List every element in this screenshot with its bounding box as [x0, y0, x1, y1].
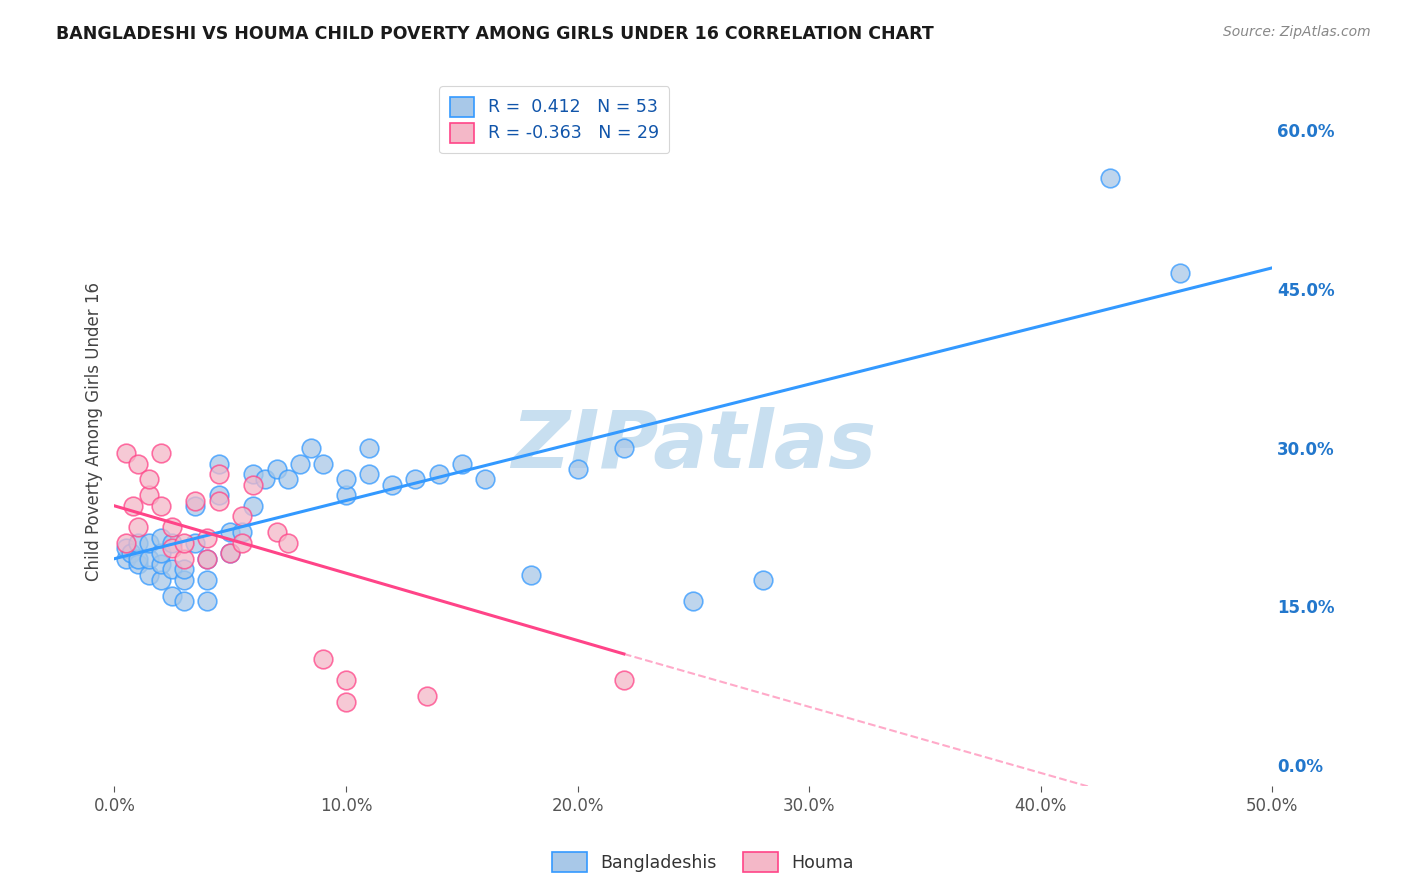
Point: [127, 457, 149, 471]
Y-axis label: Child Poverty Among Girls Under 16: Child Poverty Among Girls Under 16: [86, 282, 103, 582]
Point: [427, 467, 450, 482]
Point: [195, 531, 218, 545]
Point: [149, 499, 172, 513]
Point: [173, 594, 195, 608]
Point: [474, 472, 496, 486]
Point: [115, 446, 138, 460]
Point: [404, 472, 426, 486]
Point: [207, 467, 229, 482]
Point: [162, 541, 184, 556]
Point: [335, 673, 357, 688]
Point: [266, 525, 288, 540]
Legend: Bangladeshis, Houma: Bangladeshis, Houma: [546, 845, 860, 879]
Point: [122, 499, 145, 513]
Point: [381, 477, 404, 491]
Point: [242, 499, 264, 513]
Point: [149, 557, 172, 571]
Point: [231, 525, 253, 540]
Point: [207, 488, 229, 502]
Point: [115, 551, 138, 566]
Point: [184, 493, 207, 508]
Text: BANGLADESHI VS HOUMA CHILD POVERTY AMONG GIRLS UNDER 16 CORRELATION CHART: BANGLADESHI VS HOUMA CHILD POVERTY AMONG…: [56, 25, 934, 43]
Point: [138, 488, 160, 502]
Point: [138, 551, 160, 566]
Point: [195, 573, 218, 587]
Point: [219, 525, 242, 540]
Point: [115, 541, 138, 556]
Point: [613, 441, 636, 455]
Point: [253, 472, 276, 486]
Point: [219, 546, 242, 560]
Point: [149, 446, 172, 460]
Point: [1099, 170, 1122, 185]
Point: [277, 472, 299, 486]
Point: [335, 694, 357, 708]
Point: [359, 441, 381, 455]
Text: ZIPatlas: ZIPatlas: [510, 407, 876, 485]
Point: [231, 509, 253, 524]
Point: [242, 477, 264, 491]
Point: [162, 520, 184, 534]
Point: [184, 499, 207, 513]
Point: [207, 493, 229, 508]
Point: [138, 536, 160, 550]
Point: [520, 567, 543, 582]
Point: [312, 652, 335, 666]
Point: [231, 536, 253, 550]
Point: [277, 536, 299, 550]
Point: [299, 441, 322, 455]
Point: [242, 467, 264, 482]
Point: [138, 567, 160, 582]
Point: [127, 551, 149, 566]
Point: [127, 536, 149, 550]
Point: [288, 457, 311, 471]
Point: [162, 536, 184, 550]
Point: [173, 573, 195, 587]
Point: [416, 690, 439, 704]
Legend: R =  0.412   N = 53, R = -0.363   N = 29: R = 0.412 N = 53, R = -0.363 N = 29: [439, 87, 669, 153]
Point: [173, 536, 195, 550]
Point: [173, 551, 195, 566]
Point: [335, 472, 357, 486]
Point: [149, 546, 172, 560]
Point: [219, 546, 242, 560]
Point: [184, 536, 207, 550]
Point: [162, 589, 184, 603]
Point: [266, 462, 288, 476]
Point: [120, 546, 142, 560]
Point: [567, 462, 589, 476]
Point: [149, 531, 172, 545]
Point: [682, 594, 704, 608]
Point: [207, 457, 229, 471]
Point: [115, 536, 138, 550]
Point: [752, 573, 775, 587]
Point: [359, 467, 381, 482]
Point: [335, 488, 357, 502]
Point: [195, 551, 218, 566]
Point: [195, 551, 218, 566]
Point: [312, 457, 335, 471]
Point: [127, 557, 149, 571]
Point: [127, 520, 149, 534]
Point: [173, 562, 195, 576]
Point: [450, 457, 472, 471]
Point: [149, 573, 172, 587]
Point: [613, 673, 636, 688]
Point: [162, 562, 184, 576]
Point: [1168, 266, 1191, 280]
Text: Source: ZipAtlas.com: Source: ZipAtlas.com: [1223, 25, 1371, 39]
Point: [138, 472, 160, 486]
Point: [195, 594, 218, 608]
